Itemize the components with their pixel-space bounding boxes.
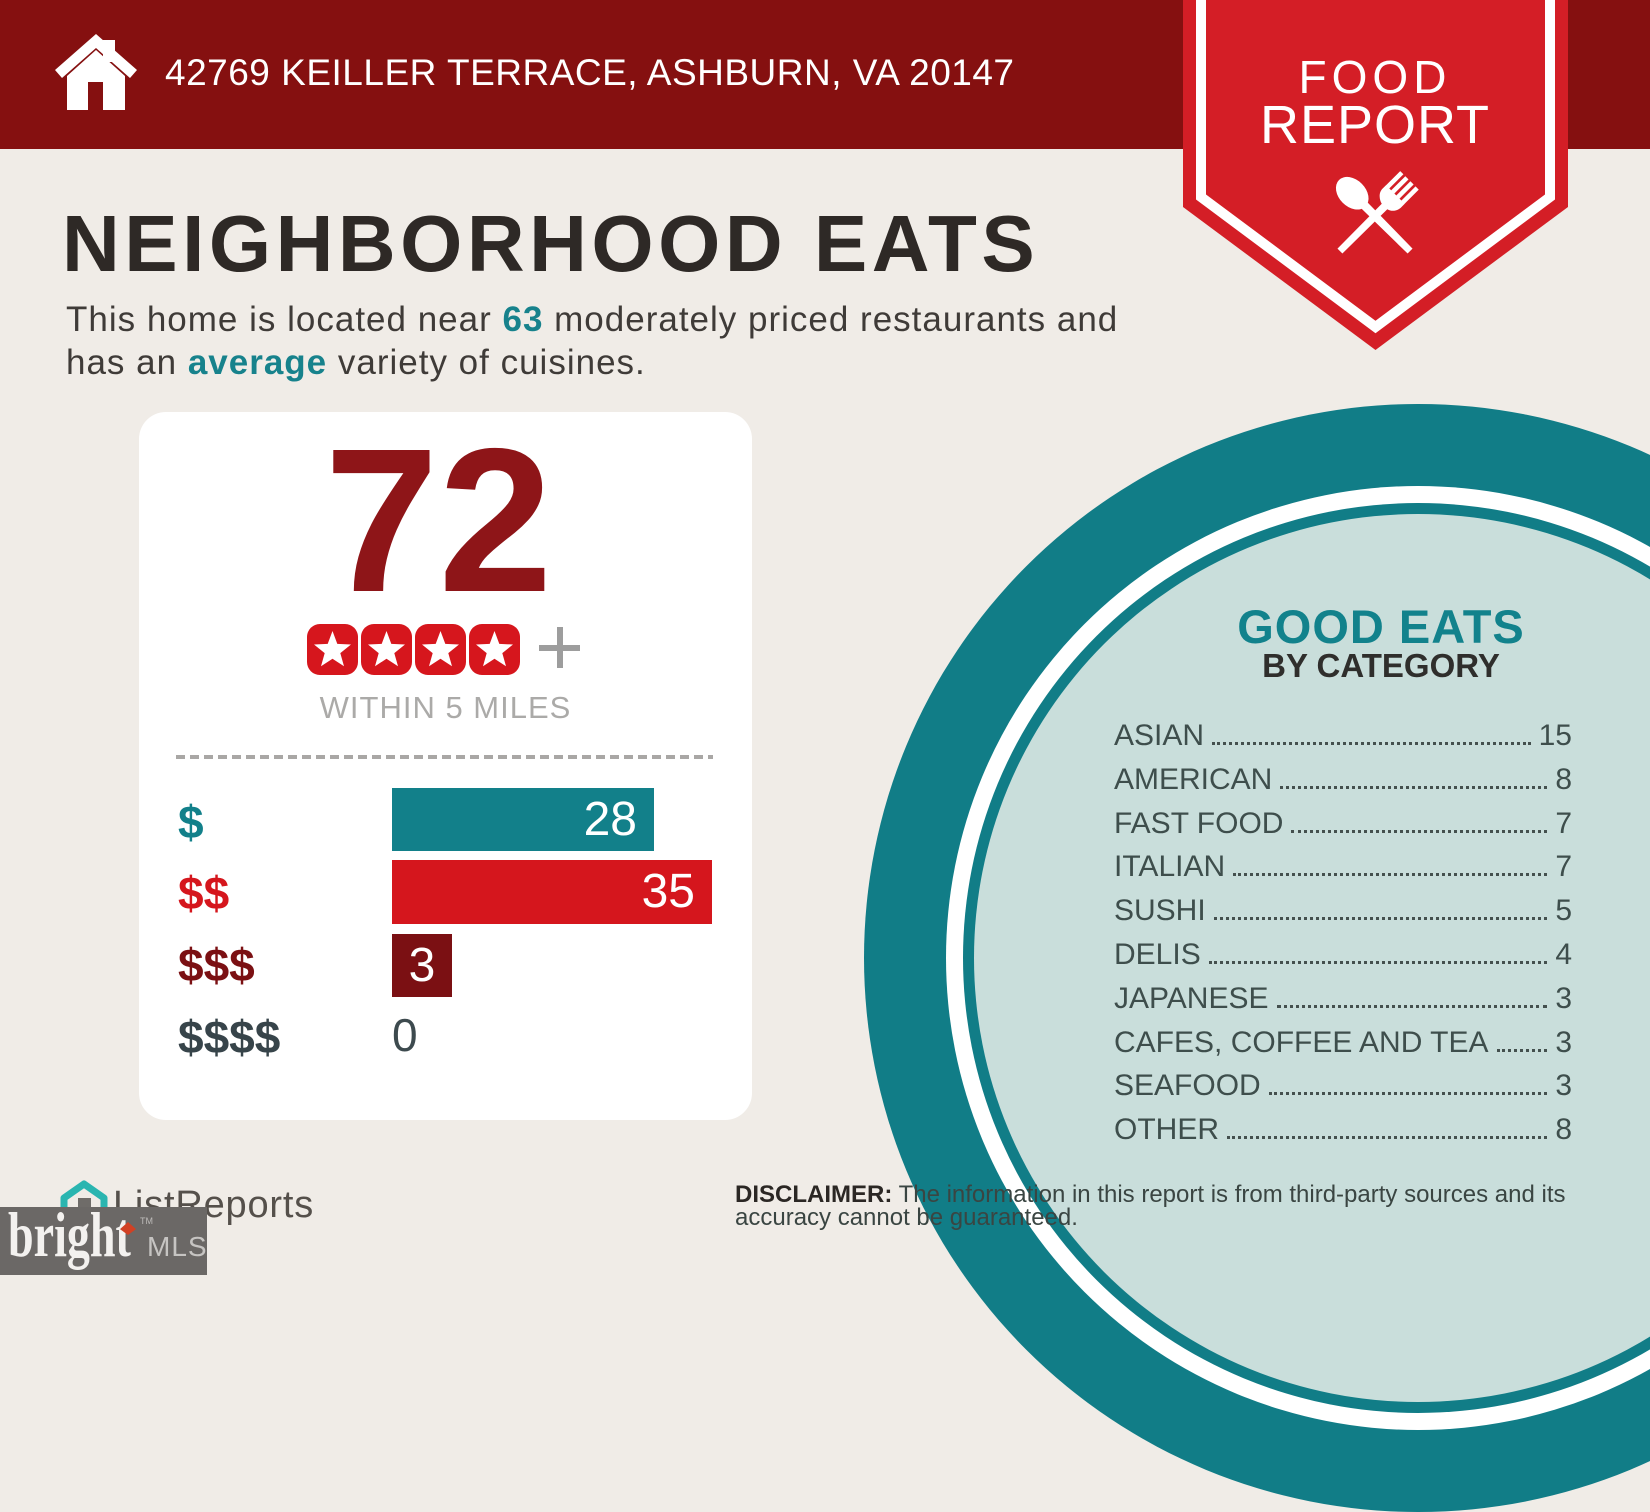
svg-text:REPORT: REPORT (1260, 95, 1490, 155)
svg-text:FOOD: FOOD (1299, 51, 1452, 103)
